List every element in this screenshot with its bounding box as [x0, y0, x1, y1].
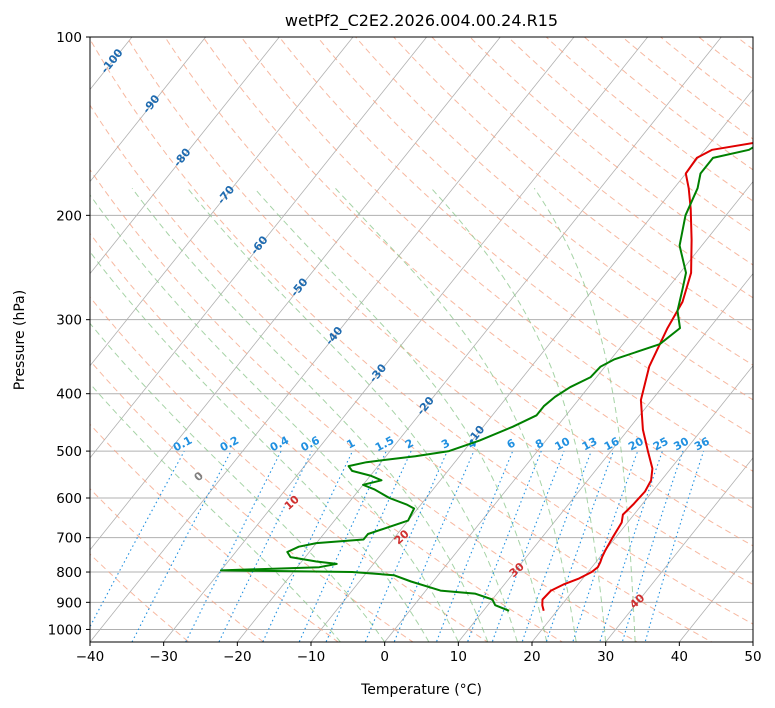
mixing-ratio-line — [298, 450, 387, 642]
moist-adiabat-line — [90, 382, 341, 642]
isotherm-line — [236, 37, 722, 642]
isotherm-line — [605, 457, 753, 642]
y-tick-label: 1000 — [48, 622, 82, 638]
mixing-ratio-label: 36 — [692, 435, 712, 454]
dry-adiabat-line — [90, 296, 489, 642]
mixing-ratio-label: 10 — [553, 435, 573, 454]
dry-adiabat-line — [90, 168, 639, 642]
dry-adiabat-line — [621, 37, 753, 140]
x-tick-label: 0 — [380, 649, 389, 665]
dry-adiabat-line — [278, 37, 753, 436]
mixing-ratio-label: 16 — [602, 435, 622, 454]
moist-adiabat-line — [90, 322, 386, 642]
dry-adiabat-line — [316, 37, 753, 401]
mixing-ratio-label: 30 — [671, 435, 691, 454]
moist-adiabat-line — [533, 187, 636, 642]
mixing-ratio-label: 20 — [626, 435, 646, 454]
moist-adiabat-line — [334, 187, 577, 642]
x-tick-label: −40 — [76, 649, 105, 665]
plot-frame — [89, 36, 754, 643]
moist-adiabat-line — [90, 250, 430, 642]
moist-adiabat-line — [131, 187, 489, 642]
y-tick-label: 900 — [56, 595, 82, 611]
x-tick-label: 10 — [450, 649, 467, 665]
y-tick-label: 700 — [56, 531, 82, 547]
x-tick-label: 50 — [744, 649, 761, 665]
mixing-ratio-line — [644, 450, 705, 642]
isotherm-line — [90, 37, 207, 183]
isotherm-line — [384, 180, 753, 642]
dewpoint-profile-line — [219, 146, 753, 612]
mixing-ratio-line — [393, 450, 475, 642]
dry-adiabat-line — [240, 37, 753, 472]
x-tick-label: 20 — [523, 649, 540, 665]
y-tick-label: 800 — [56, 565, 82, 581]
mixing-ratio-line — [185, 450, 282, 642]
isotherm-line — [310, 88, 753, 642]
x-tick-label: −20 — [223, 649, 252, 665]
dry-adiabat-line — [90, 104, 713, 642]
mixing-ratio-label: 13 — [580, 435, 600, 454]
mixing-ratio-line — [364, 450, 448, 642]
y-axis-label: Pressure (hPa) — [12, 290, 28, 390]
mixing-ratio-line — [131, 450, 232, 642]
x-tick-label: −10 — [297, 649, 326, 665]
moist-adiabat-line — [254, 187, 548, 642]
dry-adiabat-line — [583, 37, 753, 171]
isotherm-line — [531, 365, 753, 642]
mixing-ratio-label: 25 — [651, 435, 671, 454]
dry-adiabat-line — [90, 232, 564, 642]
mixing-ratio-line — [435, 450, 514, 642]
isotherm-line — [90, 37, 280, 275]
mixing-ratio-line — [218, 450, 313, 642]
chart-title: wetPf2_C2E2.2026.004.00.24.R15 — [285, 11, 558, 31]
isotherm-line — [163, 37, 649, 642]
mixing-ratio-line — [466, 450, 542, 642]
isotherm-line — [90, 37, 575, 642]
moist-adiabat-line — [90, 194, 459, 642]
y-tick-label: 600 — [56, 491, 82, 507]
mixing-ratio-line — [491, 450, 565, 642]
isotherm-line — [90, 37, 501, 551]
dry-adiabat-line — [393, 37, 753, 332]
temperature-profile-line — [541, 141, 753, 612]
axis-ticks: −40 −30 −20 −10 0 10 20 30 40 50 100 200 300 400 500 60… — [48, 30, 762, 665]
moist-adiabat-line — [187, 187, 518, 642]
dry-adiabat-line — [90, 423, 340, 642]
y-tick-label: 300 — [56, 313, 82, 329]
plot-area: 0.1 0.2 0.4 0.6 1 1.5 2 3 4 6 8 10 13 16 20 25 30 36-100-… — [90, 37, 753, 642]
dry-adiabat-line — [164, 37, 753, 547]
y-tick-label: 500 — [56, 444, 82, 460]
dry-adiabat-line — [354, 37, 753, 366]
x-tick-label: 40 — [671, 649, 688, 665]
x-tick-label: −30 — [149, 649, 178, 665]
x-axis-label: Temperature (°C) — [360, 682, 482, 698]
y-tick-label: 400 — [56, 387, 82, 403]
x-tick-label: 30 — [597, 649, 614, 665]
mixing-ratio-line — [262, 450, 353, 642]
dry-adiabat-line — [90, 359, 414, 642]
y-tick-label: 200 — [56, 208, 82, 224]
mixing-ratio-line — [325, 450, 412, 642]
isotherm-line — [457, 273, 753, 642]
isotherm-line — [90, 37, 428, 459]
moist-adiabat-line — [430, 187, 607, 642]
dry-adiabat-line — [126, 37, 753, 586]
isotherm-line — [90, 37, 354, 367]
y-tick-label: 100 — [56, 30, 82, 46]
